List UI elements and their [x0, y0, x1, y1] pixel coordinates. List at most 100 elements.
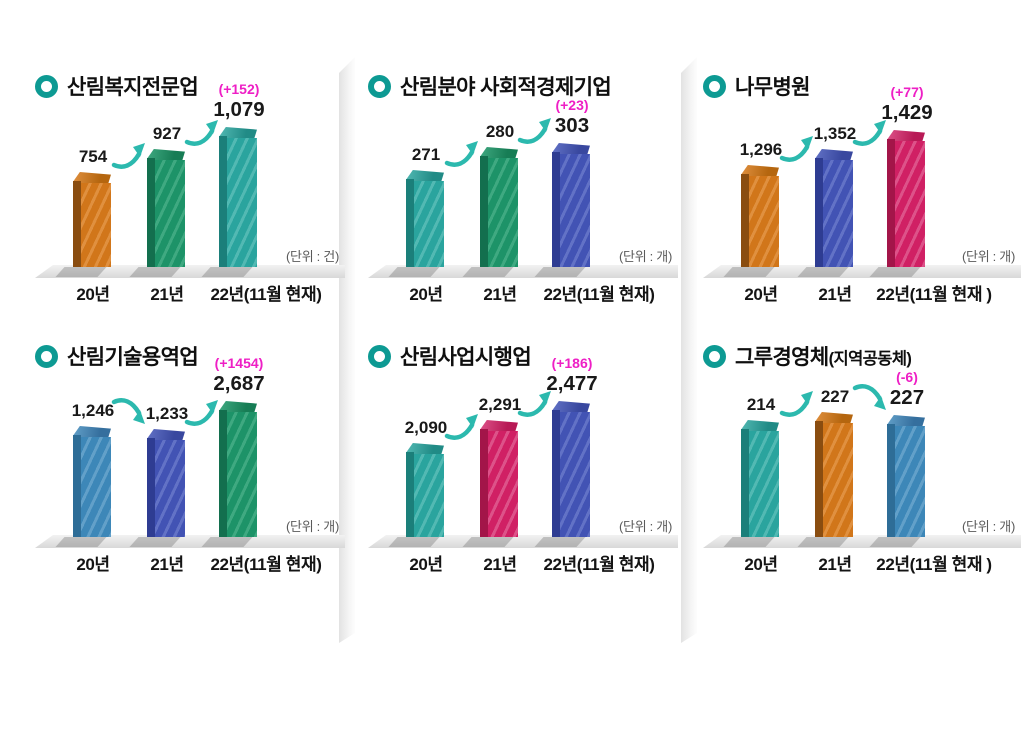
panel-header: 나무병원	[703, 71, 810, 101]
bar-front-face	[414, 181, 444, 267]
bar-top-face	[815, 412, 853, 425]
value-label: 2,477	[546, 372, 598, 396]
bar-side-face	[219, 410, 227, 537]
axis-label-22: 22년(11월 현재)	[543, 555, 655, 574]
bar-side-face	[480, 429, 488, 537]
change-badge: (-6)	[896, 369, 918, 385]
bar-front-face	[749, 176, 779, 267]
bar-front-face	[895, 141, 925, 267]
bar-front-face	[155, 440, 185, 537]
bar-front-face	[488, 158, 518, 267]
bar-front-face	[227, 138, 257, 267]
value-label: 927	[152, 124, 182, 144]
change-badge: (+186)	[551, 355, 593, 371]
value-label: 1,429	[881, 101, 933, 125]
bar-side-face	[73, 435, 81, 537]
chart-floor	[703, 265, 1021, 278]
unit-label: (단위 : 개)	[286, 519, 339, 534]
bar-year-22	[552, 401, 590, 537]
value-label: 1,246	[71, 401, 115, 421]
axis-label-22: 22년(11월 현재)	[210, 285, 322, 304]
bar-top-face	[219, 401, 257, 414]
change-badge: (+1454)	[214, 355, 264, 371]
panel-title: 산림기술용역업	[67, 341, 199, 371]
panel-title-text: 산림사업시행업	[400, 346, 532, 369]
bar-top-face	[741, 165, 779, 178]
axis-label-20: 20년	[76, 285, 110, 304]
unit-label: (단위 : 건)	[286, 249, 339, 264]
column-divider	[339, 57, 355, 643]
panel-title: 산림분야 사회적경제기업	[400, 71, 612, 101]
bar-top-face	[552, 401, 590, 414]
panel-forest-welfare: 산림복지전문업 754 927 1,079 (+152) (단위 : 건) 20…	[35, 65, 345, 315]
bar-year-20	[73, 426, 111, 537]
axis-label-22: 22년(11월 현재)	[543, 285, 655, 304]
panel-title: 산림복지전문업	[67, 71, 199, 101]
panel-title: 산림사업시행업	[400, 341, 532, 371]
axis-label-21: 21년	[150, 555, 184, 574]
axis-label-21: 21년	[818, 285, 852, 304]
panel-header: 산림복지전문업	[35, 71, 199, 101]
bar-side-face	[73, 181, 81, 267]
bar-side-face	[552, 152, 560, 267]
bar-top-face	[147, 149, 185, 162]
bar-front-face	[414, 454, 444, 537]
panel-title: 그루경영체(지역공동체)	[735, 341, 912, 371]
bar-top-face	[147, 429, 185, 442]
value-label: 2,090	[404, 418, 448, 438]
trend-arrow-icon	[111, 398, 145, 424]
bar-year-22	[887, 415, 925, 537]
bar-front-face	[895, 426, 925, 537]
panel-title-suffix: (지역공동체)	[828, 350, 912, 368]
axis-label-22: 22년(11월 현재)	[210, 555, 322, 574]
axis-label-21: 21년	[150, 285, 184, 304]
chart-floor	[35, 265, 345, 278]
value-label: 227	[820, 387, 850, 407]
axis-label-21: 21년	[483, 285, 517, 304]
column-divider	[681, 57, 697, 643]
bar-top-face	[552, 143, 590, 156]
panel-header: 산림기술용역업	[35, 341, 199, 371]
bullet-ring-icon	[368, 344, 391, 368]
value-label: 1,296	[739, 140, 783, 160]
bullet-ring-icon	[703, 344, 726, 368]
bar-front-face	[560, 412, 590, 537]
bar-side-face	[741, 429, 749, 537]
bullet-ring-icon	[35, 344, 58, 368]
panel-title-text: 산림기술용역업	[67, 346, 199, 369]
axis-label-20: 20년	[409, 285, 443, 304]
trend-arrow-icon	[444, 141, 478, 167]
bar-side-face	[815, 158, 823, 267]
value-label: 2,687	[213, 372, 265, 396]
bar-year-20	[406, 443, 444, 537]
bar-year-21	[147, 429, 185, 537]
unit-label: (단위 : 개)	[962, 519, 1015, 534]
trend-arrow-icon	[184, 120, 218, 146]
bar-top-face	[480, 420, 518, 433]
bar-front-face	[823, 423, 853, 537]
panel-header: 산림분야 사회적경제기업	[368, 71, 612, 101]
trend-arrow-icon	[852, 120, 886, 146]
bar-side-face	[552, 410, 560, 537]
bar-year-21	[815, 149, 853, 267]
bar-top-face	[73, 172, 111, 185]
axis-label-22: 22년(11월 현재 )	[876, 285, 992, 304]
unit-label: (단위 : 개)	[619, 519, 672, 534]
bar-side-face	[887, 139, 895, 267]
bar-top-face	[406, 170, 444, 183]
panel-header: 산림사업시행업	[368, 341, 532, 371]
bar-side-face	[147, 438, 155, 537]
panel-forest-business: 산림사업시행업 2,090 2,291 2,477 (+186) (단위 : 개…	[368, 335, 678, 585]
bar-year-21	[480, 420, 518, 537]
bar-top-face	[406, 443, 444, 456]
value-label: 1,352	[813, 124, 857, 144]
value-label: 271	[411, 145, 441, 165]
bar-year-21	[815, 412, 853, 537]
bar-year-22	[552, 143, 590, 267]
trend-arrow-icon	[779, 391, 813, 417]
axis-label-20: 20년	[76, 555, 110, 574]
bar-side-face	[406, 452, 414, 537]
trend-arrow-icon	[184, 400, 218, 426]
panel-title-text: 나무병원	[735, 76, 810, 99]
change-badge: (+77)	[890, 84, 924, 100]
